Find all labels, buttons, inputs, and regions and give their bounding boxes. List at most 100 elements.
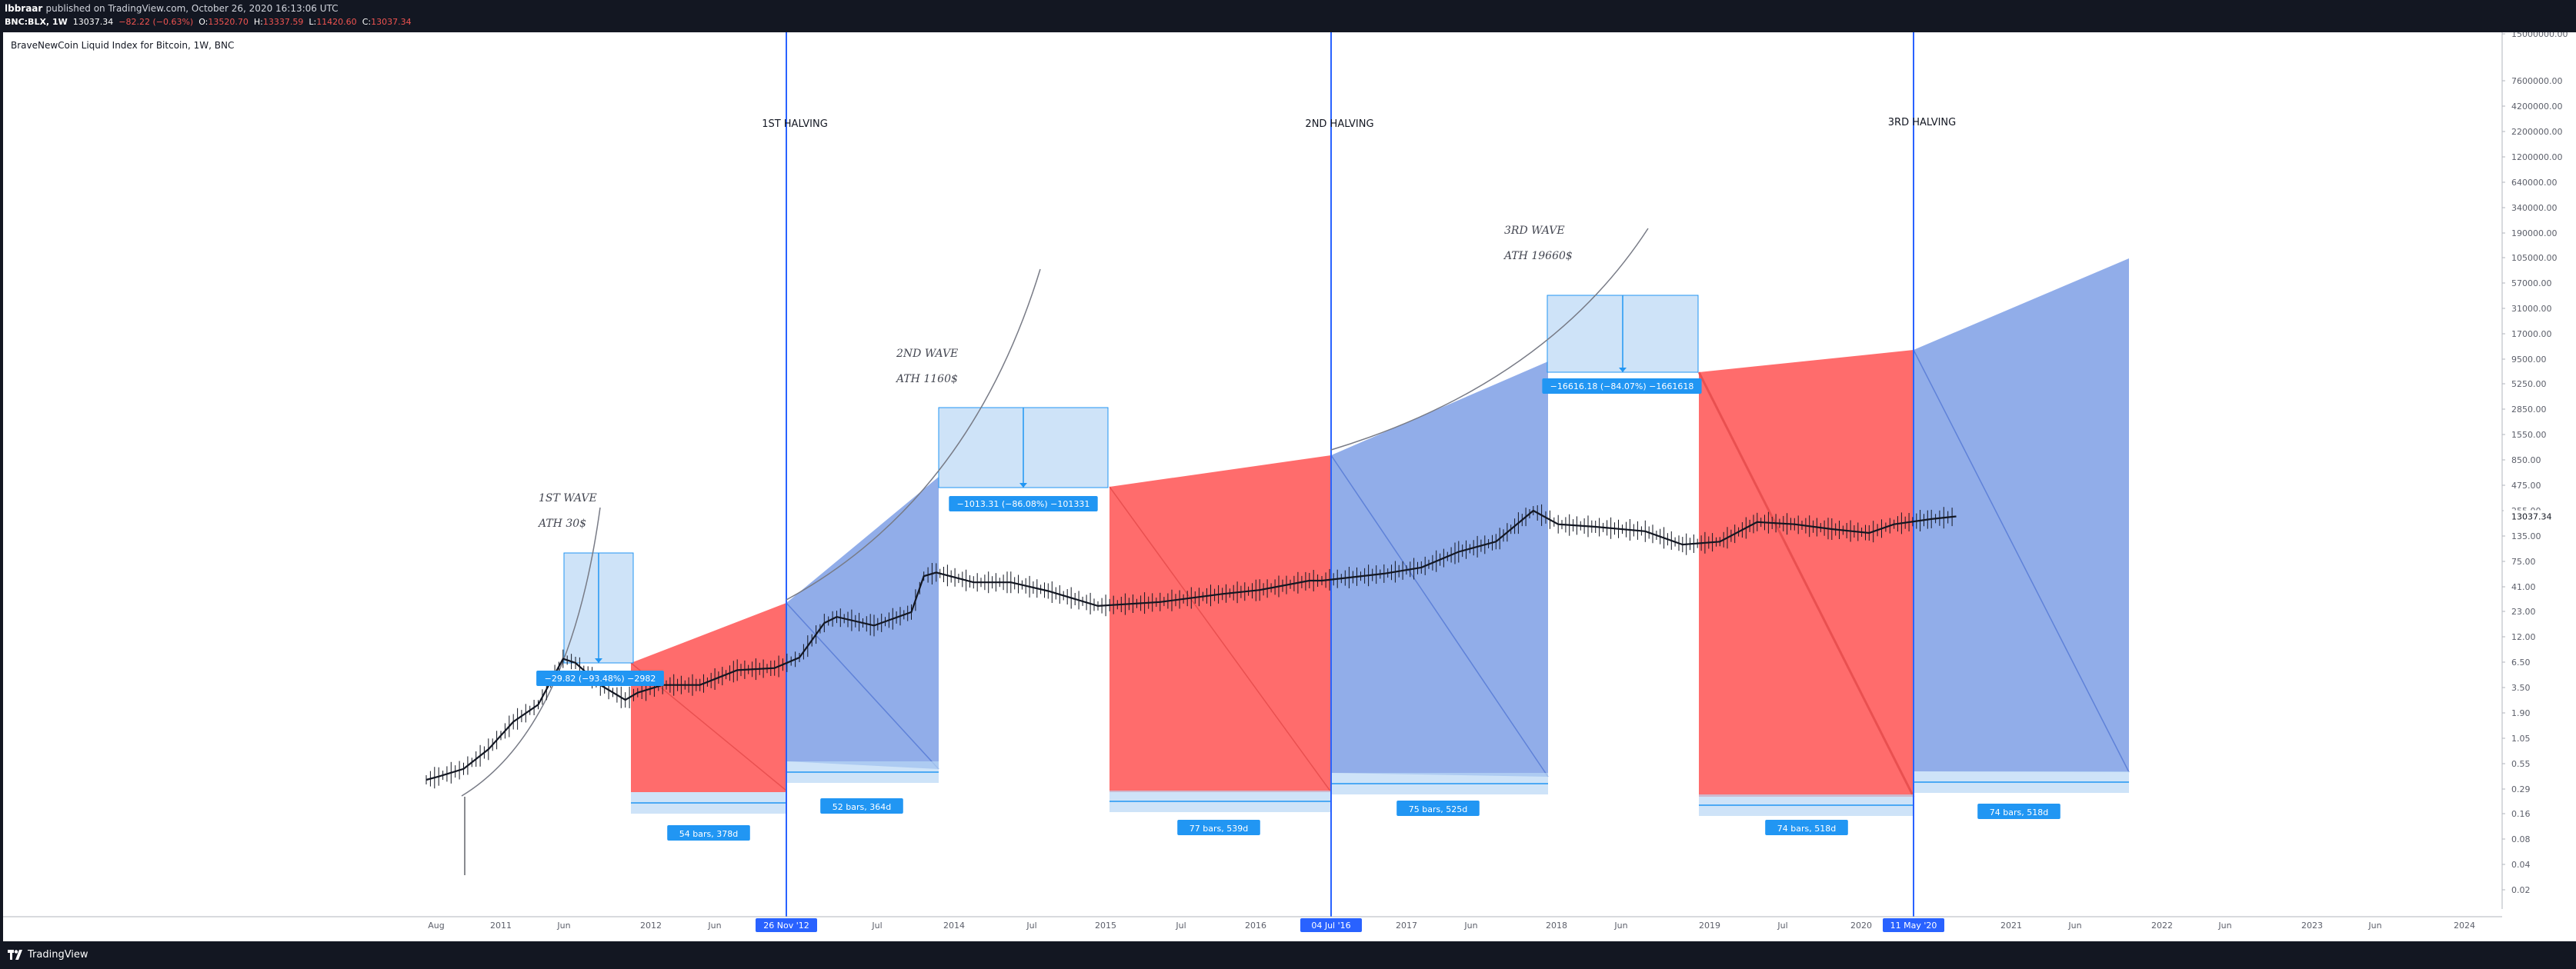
halving-date-label: 04 Jul '16: [1311, 921, 1350, 931]
blue-projection: [1331, 361, 1548, 777]
price-tick-label: 0.04: [2511, 860, 2531, 870]
range-label-badge: [1177, 820, 1260, 835]
range-label: 52 bars, 364d: [833, 802, 891, 812]
price-tick-label: 3.50: [2511, 683, 2531, 693]
halving-date-badge: [756, 918, 817, 932]
low-value: 11420.60: [316, 17, 357, 27]
time-tick-label: 2017: [1396, 921, 1417, 931]
price-tick-label: 340000.00: [2511, 203, 2558, 213]
price-tick-label: 1550.00: [2511, 430, 2547, 440]
footer-bar: TradingView: [0, 941, 2576, 969]
parabolic-curves: [461, 228, 1649, 797]
time-tick-label: Jun: [2067, 921, 2081, 931]
price-tick-label: 0.16: [2511, 809, 2531, 819]
price-tick-label: 0.29: [2511, 784, 2531, 794]
drawdown-label-badge: [949, 496, 1098, 511]
time-tick-label: Jun: [1463, 921, 1477, 931]
price-tick-label: 190000.00: [2511, 228, 2558, 238]
red-projection: [1699, 350, 1914, 797]
time-tick-label: 2023: [2301, 921, 2323, 931]
projection-diagonal: [1697, 371, 1915, 798]
range-label: 74 bars, 518d: [1777, 824, 1836, 834]
drawdown-label: −16616.18 (−84.07%) −1661618: [1550, 381, 1694, 391]
projection-diagonal: [1330, 455, 1549, 778]
time-axis[interactable]: Aug 2011 Jun 2012 Jun Jul 2014 Jul 2015 Jul 2016 Ju…: [3, 916, 2502, 932]
symbol-line: BNC:BLX, 1W 13037.34 −82.22 (−0.63%) O:1…: [5, 17, 412, 27]
price-tick-label: 17000.00: [2511, 329, 2552, 339]
range-label: 54 bars, 378d: [679, 829, 738, 839]
time-tick-label: Aug: [428, 921, 444, 931]
price-change: −82.22 (−0.63%): [118, 17, 194, 27]
low-label: L:: [309, 17, 317, 27]
price-tick-label: 1200000.00: [2511, 152, 2562, 162]
chart-title: BraveNewCoin Liquid Index for Bitcoin, 1…: [11, 40, 235, 51]
time-tick-label: 2016: [1245, 921, 1266, 931]
drawdown-label-badge: [536, 671, 664, 686]
wave-ath-label: ATH 19660$: [1503, 250, 1573, 262]
range-label-badge: [667, 825, 750, 841]
price-tick-label: 9500.00: [2511, 355, 2547, 365]
time-tick-label: 2011: [490, 921, 512, 931]
tradingview-logo-icon: [8, 949, 22, 960]
price-tick-label: 2850.00: [2511, 405, 2547, 415]
price-tick-label: 1.90: [2511, 708, 2531, 718]
time-tick-label: 2018: [1546, 921, 1567, 931]
last-price-label: 13037.34: [2511, 511, 2552, 521]
open-label: O:: [199, 17, 209, 27]
wave-label: 2ND WAVE: [896, 348, 958, 360]
chart-annotations: 1ST HALVING 2ND HALVING 3RD HALVING 54 bars…: [536, 117, 2060, 841]
time-tick-label: 2012: [640, 921, 662, 931]
price-tick-label: 640000.00: [2511, 178, 2558, 188]
price-tick-label: 4200000.00: [2511, 102, 2562, 112]
halving-date-badge: [1300, 918, 1362, 932]
range-label-badge: [1396, 801, 1480, 816]
parabolic-curve: [461, 507, 601, 797]
price-tick-label: 5250.00: [2511, 379, 2547, 389]
halving-date-label: 26 Nov '12: [763, 921, 809, 931]
price-tick-label: 105000.00: [2511, 253, 2558, 263]
price-tick-label: 1.05: [2511, 734, 2531, 744]
time-tick-label: Jul: [1777, 921, 1787, 931]
price-tick-label: 0.02: [2511, 885, 2531, 895]
drawdown-label: −1013.31 (−86.08%) −101331: [957, 499, 1090, 509]
time-tick-label: Jul: [1026, 921, 1036, 931]
price-tick-label: 23.00: [2511, 607, 2536, 617]
time-tick-label: Jul: [1175, 921, 1186, 931]
wave-ath-label: ATH 30$: [537, 518, 586, 530]
price-axis[interactable]: 15000000.00 7600000.00 4200000.00 2200000.0…: [2499, 32, 2576, 909]
drawdown-arrow-head: [1619, 368, 1627, 372]
author-name: lbbraar: [5, 3, 43, 14]
open-value: 13520.70: [208, 17, 249, 27]
range-label: 75 bars, 525d: [1409, 804, 1467, 814]
price-tick-label: 41.00: [2511, 582, 2536, 592]
price-tick-label: 475.00: [2511, 481, 2541, 491]
range-label-badge: [820, 798, 903, 814]
close-value: 13037.34: [371, 17, 412, 27]
last-price-marker: [2504, 510, 2568, 523]
price-tick-label: 2200000.00: [2511, 127, 2562, 137]
price-tick-label: 6.50: [2511, 658, 2531, 668]
author-line: lbbraar published on TradingView.com, Oc…: [5, 3, 339, 14]
halving-date-label: 11 May '20: [1890, 921, 1937, 931]
price-chart[interactable]: 15000000.00 7600000.00 4200000.00 2200000.0…: [3, 32, 2576, 941]
price-tick-label: 135.00: [2511, 531, 2541, 541]
time-tick-label: Jun: [556, 921, 570, 931]
time-tick-label: Jun: [1613, 921, 1627, 931]
time-tick-label: 2024: [2454, 921, 2475, 931]
parabolic-curve: [786, 268, 1041, 601]
time-tick-label: Jun: [2217, 921, 2231, 931]
drawdown-label-badge: [1542, 378, 1702, 394]
time-tick-label: 2015: [1095, 921, 1116, 931]
time-tick-label: Jun: [707, 921, 721, 931]
price-tick-label: 0.08: [2511, 834, 2531, 844]
halving-label: 1ST HALVING: [762, 118, 828, 130]
parabolic-curve: [1330, 228, 1649, 451]
wave-ath-label: ATH 1160$: [895, 373, 958, 385]
halving-label: 3RD HALVING: [1888, 117, 1956, 128]
published-text: published on TradingView.com, October 26…: [45, 3, 339, 14]
price-tick-label: 7600000.00: [2511, 76, 2562, 86]
drawdown-label: −29.82 (−93.48%) −2982: [545, 674, 656, 684]
projection-diagonal: [786, 602, 939, 770]
tradingview-logo[interactable]: TradingView: [8, 949, 88, 961]
drawdown-boxes: [563, 295, 1699, 664]
